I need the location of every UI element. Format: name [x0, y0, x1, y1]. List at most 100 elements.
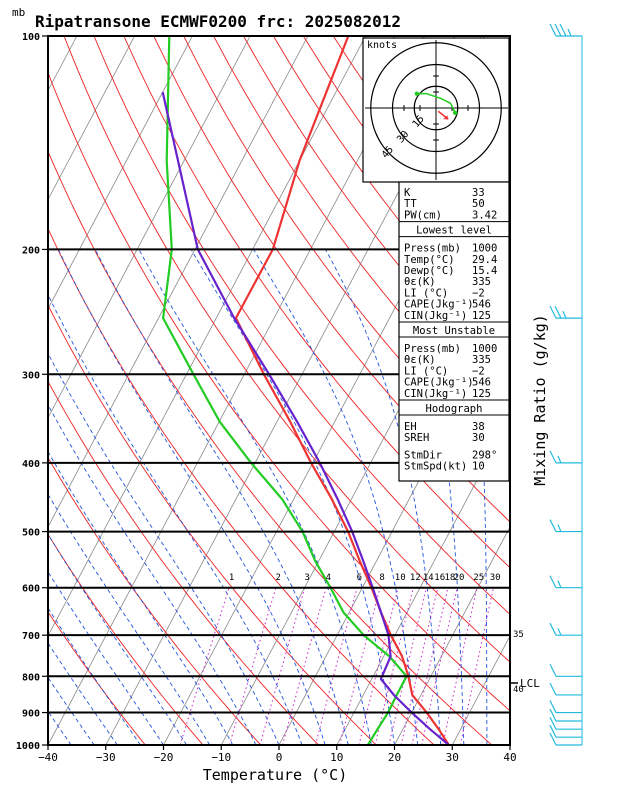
storm-motion-arrowhead [443, 115, 449, 120]
isotherm-line [48, 36, 424, 745]
index-label: Dewp(°C) [404, 265, 455, 277]
mixing-ratio-label: 4 [326, 573, 331, 583]
mixing-ratio-line [228, 587, 277, 745]
hodograph-ring [391, 63, 481, 153]
y-tick-label: 400 [22, 459, 40, 470]
index-value: 125 [472, 310, 491, 322]
dry-adiabat-line [48, 380, 319, 745]
index-label: LI (°C) [404, 287, 448, 299]
index-label: CAPE(Jkg⁻¹) [404, 377, 474, 389]
index-label: Press(mb) [404, 243, 461, 255]
hodograph-start-marker [414, 91, 420, 96]
moist-adiabat-line [509, 723, 510, 745]
index-value: 50 [472, 198, 485, 210]
mixing-ratio-label: 6 [357, 573, 362, 583]
y-tick-label: 500 [22, 528, 40, 539]
hodograph-trace [416, 92, 456, 114]
wind-barb-flag [549, 519, 557, 532]
dry-adiabat-line [48, 71, 510, 712]
mixing-ratio-label: 20 [454, 573, 465, 583]
wind-barb [549, 450, 582, 464]
wind-barb [549, 575, 582, 589]
moist-adiabat-line [48, 710, 72, 745]
moist-adiabat-line [48, 533, 187, 745]
indices-panel: K 33 TT 50 PW(cm) 3.42 Lowest level Press(mb) 10… [398, 181, 510, 482]
wind-barb [549, 305, 582, 319]
index-value: 3.42 [472, 209, 497, 221]
index-label: Press(mb) [404, 343, 461, 355]
moist-adiabat-line [94, 249, 349, 745]
moist-adiabat-line [48, 450, 234, 745]
index-value: 298° [472, 449, 497, 461]
x-tick-label: 10 [330, 751, 343, 764]
dry-adiabat-line [48, 304, 377, 745]
isotherm-line [0, 36, 19, 745]
index-value: 38 [472, 421, 485, 433]
y-tick-label: 200 [22, 245, 40, 256]
moist-adiabat-line [48, 744, 49, 745]
indices-section-title: Lowest level [416, 225, 492, 237]
x-tick-label: −30 [96, 751, 116, 764]
mixing-ratio-line [179, 587, 230, 745]
dry-adiabat-line [123, 36, 510, 569]
wind-barb [549, 23, 582, 37]
mixing-ratio-label: 16 [434, 573, 445, 583]
mixing-ratio-line [282, 587, 327, 745]
dry-adiabat-line [48, 611, 146, 745]
dry-adiabat-line [93, 36, 510, 615]
wind-barb-flag [549, 682, 557, 696]
x-tick-label: 40 [503, 751, 516, 764]
pressure-unit-label: mb [12, 6, 25, 19]
dry-adiabat-line [513, 36, 618, 745]
hodograph-unit-label: knots [367, 40, 397, 51]
x-tick-label: 0 [276, 751, 283, 764]
mixing-ratio-label: 18 [444, 573, 455, 583]
wind-barb-flag [567, 28, 572, 37]
index-label: TT [404, 198, 417, 210]
index-value: 335 [472, 354, 491, 366]
wind-barb-flag [549, 732, 557, 746]
index-label: Temp(°C) [404, 254, 455, 266]
mixing-ratio-label: 25 [473, 573, 484, 583]
hodograph-ring [370, 42, 502, 174]
wind-barb [549, 682, 582, 696]
mixing-ratio-line [442, 587, 478, 745]
wind-barb-flag [554, 305, 562, 319]
mixing-ratio-line [315, 587, 358, 745]
indices-section-title: Hodograph [426, 403, 483, 415]
x-tick-label: −20 [154, 751, 174, 764]
wind-barb-flag [562, 310, 567, 319]
wind-barb-flag [549, 708, 557, 722]
mixing-ratio-line [339, 587, 381, 745]
index-label: CIN(Jkg⁻¹) [404, 310, 467, 322]
y-axis-title: Mixing Ratio (g/kg) [531, 314, 549, 486]
index-label: StmSpd(kt) [404, 461, 467, 473]
y-tick-label: 800 [22, 672, 40, 683]
x-tick-label: −10 [211, 751, 231, 764]
wind-barb [549, 716, 582, 730]
moist-adiabat-line [48, 493, 211, 745]
y-tick-label: 900 [22, 709, 40, 720]
hodograph-end-marker [452, 110, 458, 115]
index-label: CAPE(Jkg⁻¹) [404, 299, 474, 311]
y-tick-label: 600 [22, 584, 40, 595]
temperature-profile [234, 36, 450, 745]
mixing-ratio-label: 3 [304, 573, 309, 583]
mixing-ratio-label: 14 [423, 573, 434, 583]
wind-barb-flag [549, 700, 557, 713]
isotherm-line [394, 526, 510, 745]
index-label: θε(K) [404, 276, 436, 288]
wind-barb-flag [549, 575, 557, 588]
wind-barb-flag [549, 724, 557, 738]
index-value: 15.4 [472, 265, 497, 277]
wind-barb-flag [557, 627, 562, 636]
mixing-ratio-label: 40 [513, 685, 524, 695]
index-label: StmDir [404, 449, 442, 461]
x-tick-label: 30 [446, 751, 459, 764]
indices-frame [398, 181, 510, 482]
sounding-profiles [161, 36, 450, 745]
dry-adiabat-line [48, 227, 435, 745]
